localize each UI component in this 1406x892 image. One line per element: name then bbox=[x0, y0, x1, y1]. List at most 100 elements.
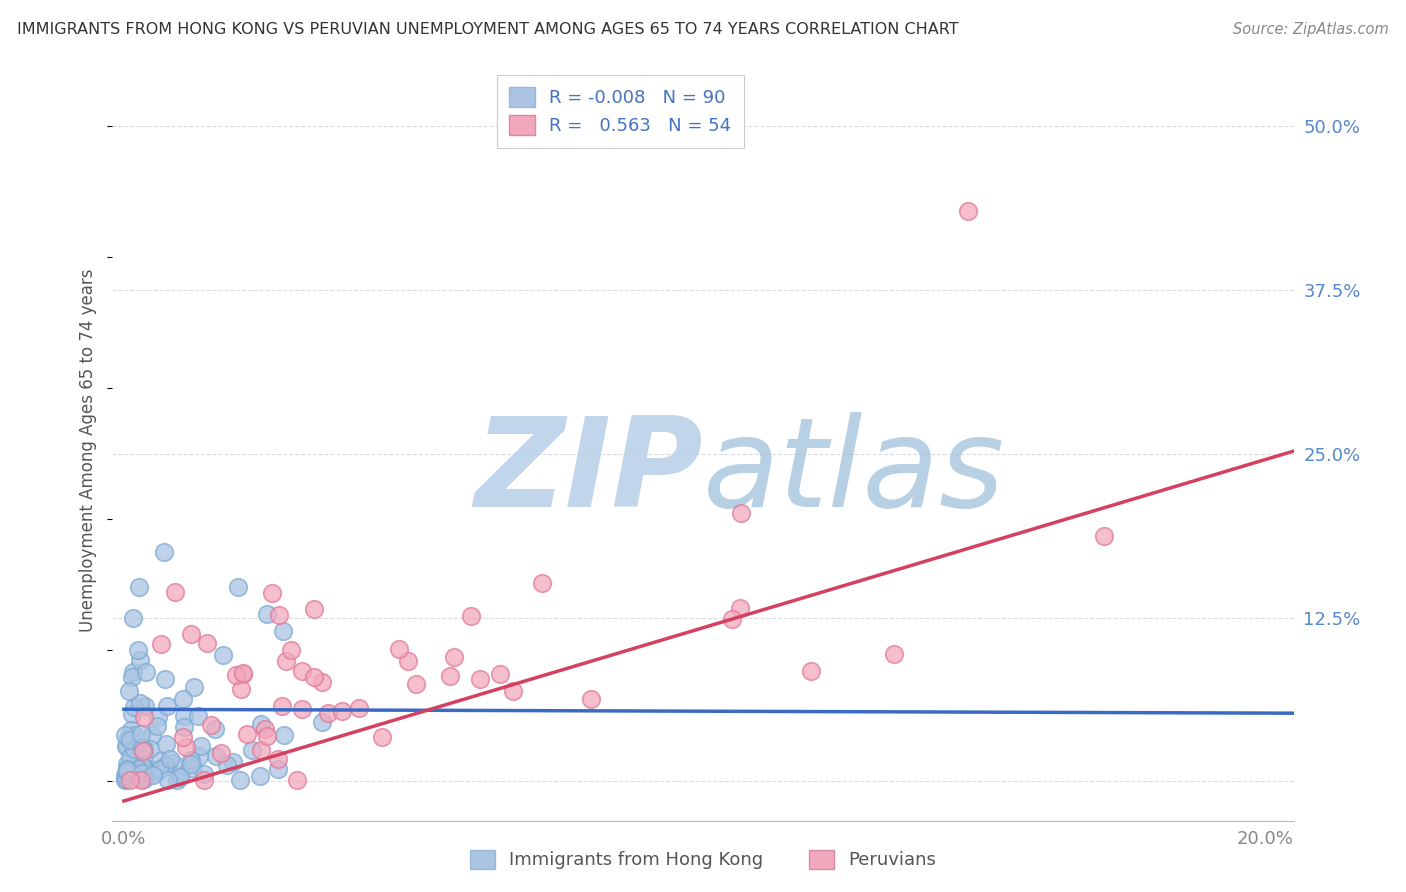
Point bbox=[146, 709, 169, 723]
Point bbox=[200, 718, 222, 732]
Point bbox=[800, 664, 823, 678]
Point bbox=[146, 764, 169, 779]
Point bbox=[187, 708, 209, 723]
Point bbox=[135, 665, 157, 679]
Point bbox=[155, 737, 177, 751]
Point bbox=[134, 709, 156, 723]
Point bbox=[173, 721, 195, 735]
Point bbox=[149, 754, 172, 768]
Point bbox=[121, 706, 143, 721]
Point bbox=[180, 627, 202, 641]
Point bbox=[460, 609, 482, 624]
Point bbox=[285, 772, 308, 787]
Point bbox=[443, 650, 465, 665]
Point bbox=[1092, 529, 1115, 543]
Point bbox=[129, 727, 152, 741]
Point bbox=[138, 763, 160, 777]
Point bbox=[131, 765, 153, 780]
Text: IMMIGRANTS FROM HONG KONG VS PERUVIAN UNEMPLOYMENT AMONG AGES 65 TO 74 YEARS COR: IMMIGRANTS FROM HONG KONG VS PERUVIAN UN… bbox=[17, 22, 959, 37]
Point bbox=[115, 763, 138, 777]
Point bbox=[249, 769, 271, 783]
Point bbox=[226, 581, 249, 595]
Point bbox=[204, 723, 226, 737]
Point bbox=[240, 743, 263, 757]
Point bbox=[396, 654, 419, 668]
Point bbox=[193, 772, 215, 787]
Point bbox=[134, 772, 156, 787]
Point bbox=[128, 771, 150, 785]
Point bbox=[267, 607, 290, 622]
Point bbox=[957, 204, 980, 219]
Point bbox=[117, 764, 139, 779]
Point bbox=[229, 772, 252, 787]
Point bbox=[169, 770, 191, 784]
Point bbox=[222, 756, 245, 770]
Point bbox=[122, 699, 145, 714]
Point bbox=[114, 772, 136, 787]
Point bbox=[728, 600, 751, 615]
Point bbox=[311, 714, 333, 729]
Point bbox=[280, 643, 302, 657]
Point bbox=[195, 636, 218, 650]
Point bbox=[250, 717, 273, 731]
Point bbox=[128, 580, 150, 594]
Point bbox=[129, 740, 152, 755]
Point bbox=[129, 696, 152, 710]
Point bbox=[169, 769, 191, 783]
Point bbox=[117, 762, 139, 776]
Point bbox=[215, 758, 238, 772]
Point bbox=[183, 680, 205, 694]
Point bbox=[142, 767, 165, 781]
Point bbox=[190, 739, 212, 753]
Legend: Immigrants from Hong Kong, Peruvians: Immigrants from Hong Kong, Peruvians bbox=[461, 840, 945, 879]
Text: atlas: atlas bbox=[703, 412, 1005, 533]
Point bbox=[173, 691, 195, 706]
Point bbox=[131, 772, 153, 787]
Point bbox=[131, 759, 153, 773]
Point bbox=[173, 708, 195, 723]
Point bbox=[139, 741, 162, 756]
Point bbox=[470, 672, 492, 686]
Point bbox=[122, 610, 145, 624]
Point bbox=[114, 768, 136, 782]
Point bbox=[253, 722, 276, 736]
Point bbox=[118, 749, 141, 764]
Point bbox=[132, 743, 155, 757]
Point bbox=[159, 752, 181, 766]
Point bbox=[883, 647, 905, 661]
Point bbox=[311, 675, 333, 690]
Point bbox=[388, 642, 411, 657]
Point bbox=[405, 677, 427, 691]
Point bbox=[267, 763, 290, 777]
Point bbox=[229, 681, 252, 696]
Point bbox=[115, 739, 138, 753]
Point bbox=[204, 748, 226, 763]
Point bbox=[291, 665, 314, 679]
Point bbox=[124, 741, 146, 756]
Point bbox=[316, 706, 339, 720]
Point bbox=[260, 586, 283, 600]
Point bbox=[155, 759, 177, 773]
Point bbox=[114, 728, 136, 742]
Point bbox=[156, 758, 179, 772]
Point bbox=[163, 585, 186, 599]
Point bbox=[122, 742, 145, 756]
Point bbox=[349, 700, 371, 714]
Point bbox=[579, 691, 602, 706]
Point bbox=[274, 654, 297, 668]
Point bbox=[117, 731, 139, 746]
Point bbox=[120, 772, 142, 787]
Point bbox=[249, 742, 271, 756]
Point bbox=[212, 648, 235, 662]
Point bbox=[122, 761, 145, 775]
Text: Source: ZipAtlas.com: Source: ZipAtlas.com bbox=[1233, 22, 1389, 37]
Point bbox=[129, 750, 152, 764]
Point bbox=[166, 772, 188, 787]
Point bbox=[236, 727, 259, 741]
Point bbox=[157, 772, 180, 787]
Point bbox=[256, 730, 278, 744]
Point bbox=[193, 767, 215, 781]
Point bbox=[174, 740, 197, 755]
Point bbox=[118, 733, 141, 747]
Legend: R = -0.008   N = 90, R =   0.563   N = 54: R = -0.008 N = 90, R = 0.563 N = 54 bbox=[496, 75, 744, 148]
